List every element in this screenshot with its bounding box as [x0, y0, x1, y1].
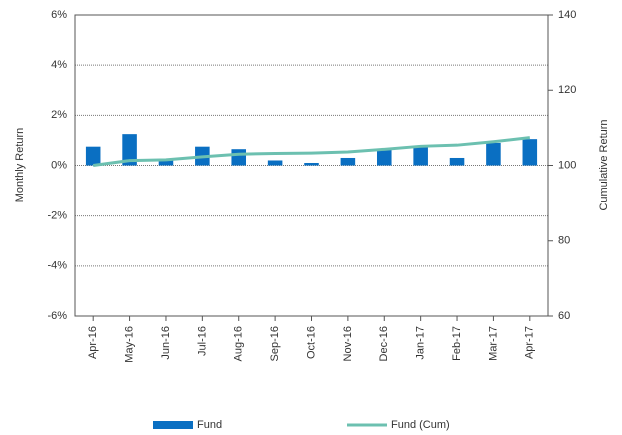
bar [413, 146, 428, 166]
y2-tick-label: 140 [558, 9, 576, 21]
x-tick-label: Apr-17 [524, 326, 536, 359]
y-tick-label: 4% [51, 59, 67, 71]
bar [449, 157, 465, 166]
x-tick-label: Mar-17 [487, 326, 499, 361]
x-tick-label: Apr-16 [87, 326, 99, 359]
y2-axis-title: Cumulative Return [598, 119, 610, 210]
x-tick-label: Sep-16 [269, 326, 281, 361]
bar [376, 149, 392, 166]
bar [267, 160, 283, 166]
y-tick-label: -2% [47, 210, 67, 222]
y2-tick-label: 100 [558, 159, 576, 171]
bar [486, 142, 501, 166]
y2-tick-label: 80 [558, 235, 570, 247]
x-tick-label: Jun-16 [160, 326, 172, 360]
x-tick-label: Dec-16 [378, 326, 390, 361]
x-tick-label: Oct-16 [305, 326, 317, 359]
bar [85, 146, 101, 166]
x-tick-label: Aug-16 [233, 326, 245, 361]
y-tick-label: 6% [51, 9, 67, 21]
legend-label: Fund [197, 419, 222, 431]
legend-label: Fund (Cum) [391, 419, 450, 431]
x-tick-label: May-16 [123, 326, 135, 363]
bar [522, 139, 538, 166]
y-tick-label: -4% [47, 260, 67, 272]
y2-tick-label: 60 [558, 310, 570, 322]
bar [158, 160, 174, 166]
y-tick-label: -6% [47, 310, 67, 322]
bar [231, 149, 247, 166]
y-tick-label: 2% [51, 109, 67, 121]
bar [340, 157, 356, 166]
y2-tick-label: 120 [558, 84, 576, 96]
x-tick-label: Nov-16 [342, 326, 354, 361]
bar [122, 134, 137, 166]
legend-swatch [153, 421, 193, 429]
y-tick-label: 0% [51, 159, 67, 171]
line [92, 136, 530, 167]
y-axis-title: Monthly Return [14, 128, 26, 203]
bar [304, 162, 319, 166]
x-tick-label: Jul-16 [196, 326, 208, 356]
x-tick-label: Jan-17 [415, 326, 427, 360]
x-tick-label: Feb-17 [451, 326, 463, 361]
